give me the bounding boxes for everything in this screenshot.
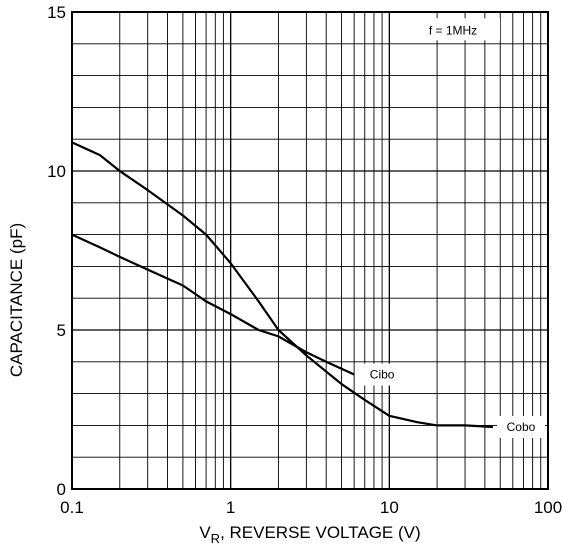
annotation-frequency: f = 1MHz [429,23,477,37]
x-tick-label: 1 [226,498,235,517]
x-tick-label: 100 [534,498,562,517]
series-label-cibo: Cibo [370,368,395,382]
series-label-cobo: Cobo [507,420,536,434]
series-label-box [358,363,407,386]
grid [71,11,548,490]
plot-frame [71,11,549,490]
x-axis-title-rest: , REVERSE VOLTAGE (V) [220,523,421,542]
series-line-cibo [71,233,355,376]
y-axis-title: CAPACITANCE (pF) [7,223,26,377]
series-line-cobo [71,141,494,429]
x-tick-label: 10 [380,498,399,517]
y-tick-label: 10 [47,162,66,181]
series-lines [71,141,494,429]
tick-labels: 0.1 1 10 100 0 5 10 15 [47,3,562,517]
annotation-box [406,18,500,41]
annotations: f = 1MHz Cibo Cobo [358,18,545,438]
x-axis-title-main: V [199,523,211,542]
series-label-box [496,415,545,438]
y-tick-label: 0 [57,480,66,499]
x-axis-title: VR, REVERSE VOLTAGE (V) [199,523,420,546]
plot-border [71,11,549,490]
y-tick-label: 5 [57,321,66,340]
x-tick-label: 0.1 [60,498,84,517]
x-axis-title-sub: R [211,531,220,546]
y-tick-label: 15 [47,3,66,22]
